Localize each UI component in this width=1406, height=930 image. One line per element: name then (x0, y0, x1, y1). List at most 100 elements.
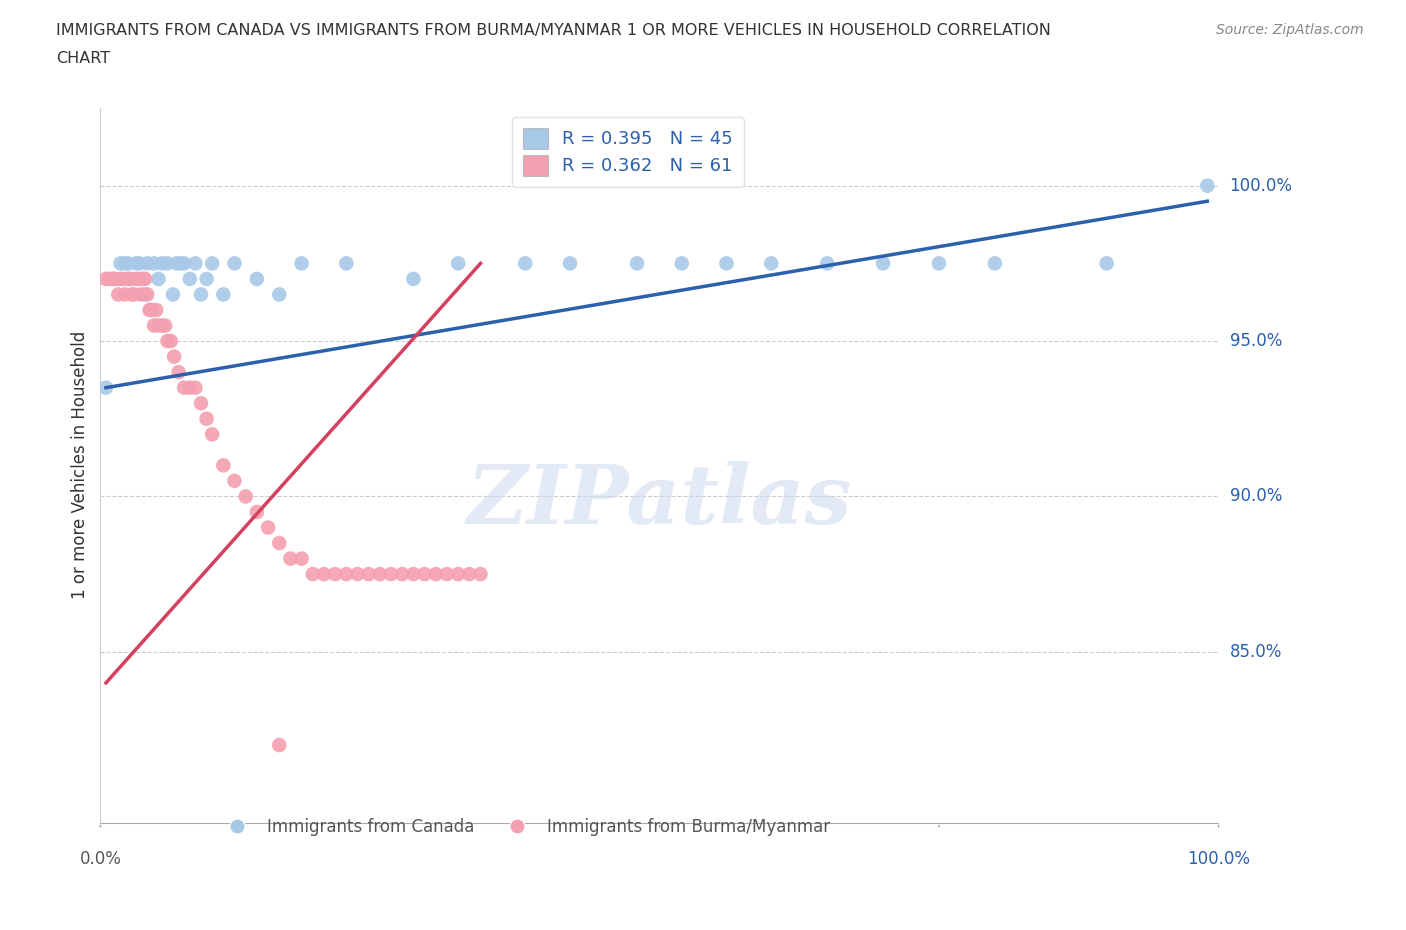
Point (346, 566, 368, 581)
Point (139, 302, 162, 317)
Point (190, 287, 212, 302)
Point (156, 334, 179, 349)
Point (148, 318, 170, 333)
Point (269, 536, 291, 551)
Point (173, 256, 195, 271)
Text: 100.0%: 100.0% (1187, 851, 1250, 869)
Point (558, 256, 581, 271)
Point (159, 334, 181, 349)
Point (195, 411, 218, 426)
Point (291, 551, 314, 566)
Point (115, 272, 138, 286)
Point (447, 566, 470, 581)
Point (122, 287, 145, 302)
Text: ZIPatlas: ZIPatlas (467, 461, 852, 541)
Point (190, 396, 212, 411)
Point (103, 272, 125, 286)
Point (201, 256, 224, 271)
Point (195, 272, 218, 286)
Point (184, 380, 207, 395)
Point (458, 566, 481, 581)
Point (117, 256, 139, 271)
Point (872, 256, 894, 271)
Point (184, 256, 207, 271)
Point (402, 566, 425, 581)
Point (301, 566, 323, 581)
Point (269, 287, 291, 302)
Point (138, 302, 160, 317)
Point (162, 287, 184, 302)
Legend: Immigrants from Canada, Immigrants from Burma/Myanmar: Immigrants from Canada, Immigrants from … (214, 812, 837, 843)
Point (94, 380, 117, 395)
Point (165, 256, 187, 271)
Point (179, 380, 201, 395)
Point (145, 302, 167, 317)
Point (170, 256, 193, 271)
Text: CHART: CHART (56, 51, 110, 66)
Text: 95.0%: 95.0% (1230, 332, 1282, 350)
Point (129, 287, 152, 302)
Point (626, 256, 648, 271)
Point (179, 272, 201, 286)
Text: IMMIGRANTS FROM CANADA VS IMMIGRANTS FROM BURMA/MYANMAR 1 OR MORE VEHICLES IN HO: IMMIGRANTS FROM CANADA VS IMMIGRANTS FRO… (56, 23, 1052, 38)
Point (105, 272, 128, 286)
Point (125, 272, 148, 286)
Point (515, 256, 537, 271)
Point (143, 318, 166, 333)
Text: 100.0%: 100.0% (1230, 177, 1292, 194)
Point (150, 256, 173, 271)
Point (121, 287, 143, 302)
Point (413, 566, 436, 581)
Point (114, 256, 136, 271)
Point (94, 272, 117, 286)
Point (212, 287, 235, 302)
Point (163, 349, 186, 364)
Point (291, 256, 314, 271)
Point (224, 473, 246, 488)
Point (134, 272, 156, 286)
Point (391, 566, 413, 581)
Point (280, 551, 302, 566)
Text: 0.0%: 0.0% (79, 851, 121, 869)
Text: 85.0%: 85.0% (1230, 643, 1282, 661)
Point (128, 256, 150, 271)
Point (402, 272, 425, 286)
Point (671, 256, 693, 271)
Point (235, 489, 257, 504)
Point (815, 256, 838, 271)
Point (98, 272, 121, 286)
Point (132, 272, 155, 286)
Point (425, 566, 447, 581)
Point (150, 318, 173, 333)
Point (246, 505, 269, 520)
Point (141, 302, 163, 317)
Point (167, 365, 190, 379)
Point (143, 256, 166, 271)
Point (246, 272, 269, 286)
Point (436, 566, 458, 581)
Point (153, 318, 176, 333)
Point (761, 256, 783, 271)
Point (148, 272, 170, 286)
Y-axis label: 1 or more Vehicles in Household: 1 or more Vehicles in Household (72, 331, 89, 600)
Point (984, 256, 1007, 271)
Point (134, 287, 156, 302)
Point (716, 256, 738, 271)
Point (1197, 179, 1219, 193)
Point (110, 256, 132, 271)
Point (1095, 256, 1118, 271)
Point (447, 256, 470, 271)
Point (121, 272, 143, 286)
Point (257, 520, 280, 535)
Point (470, 566, 492, 581)
Point (335, 256, 357, 271)
Point (312, 566, 335, 581)
Point (335, 566, 357, 581)
Point (323, 566, 346, 581)
Point (357, 566, 380, 581)
Point (132, 272, 155, 286)
Point (118, 272, 141, 286)
Point (114, 287, 136, 302)
Point (212, 458, 235, 472)
Point (156, 256, 179, 271)
